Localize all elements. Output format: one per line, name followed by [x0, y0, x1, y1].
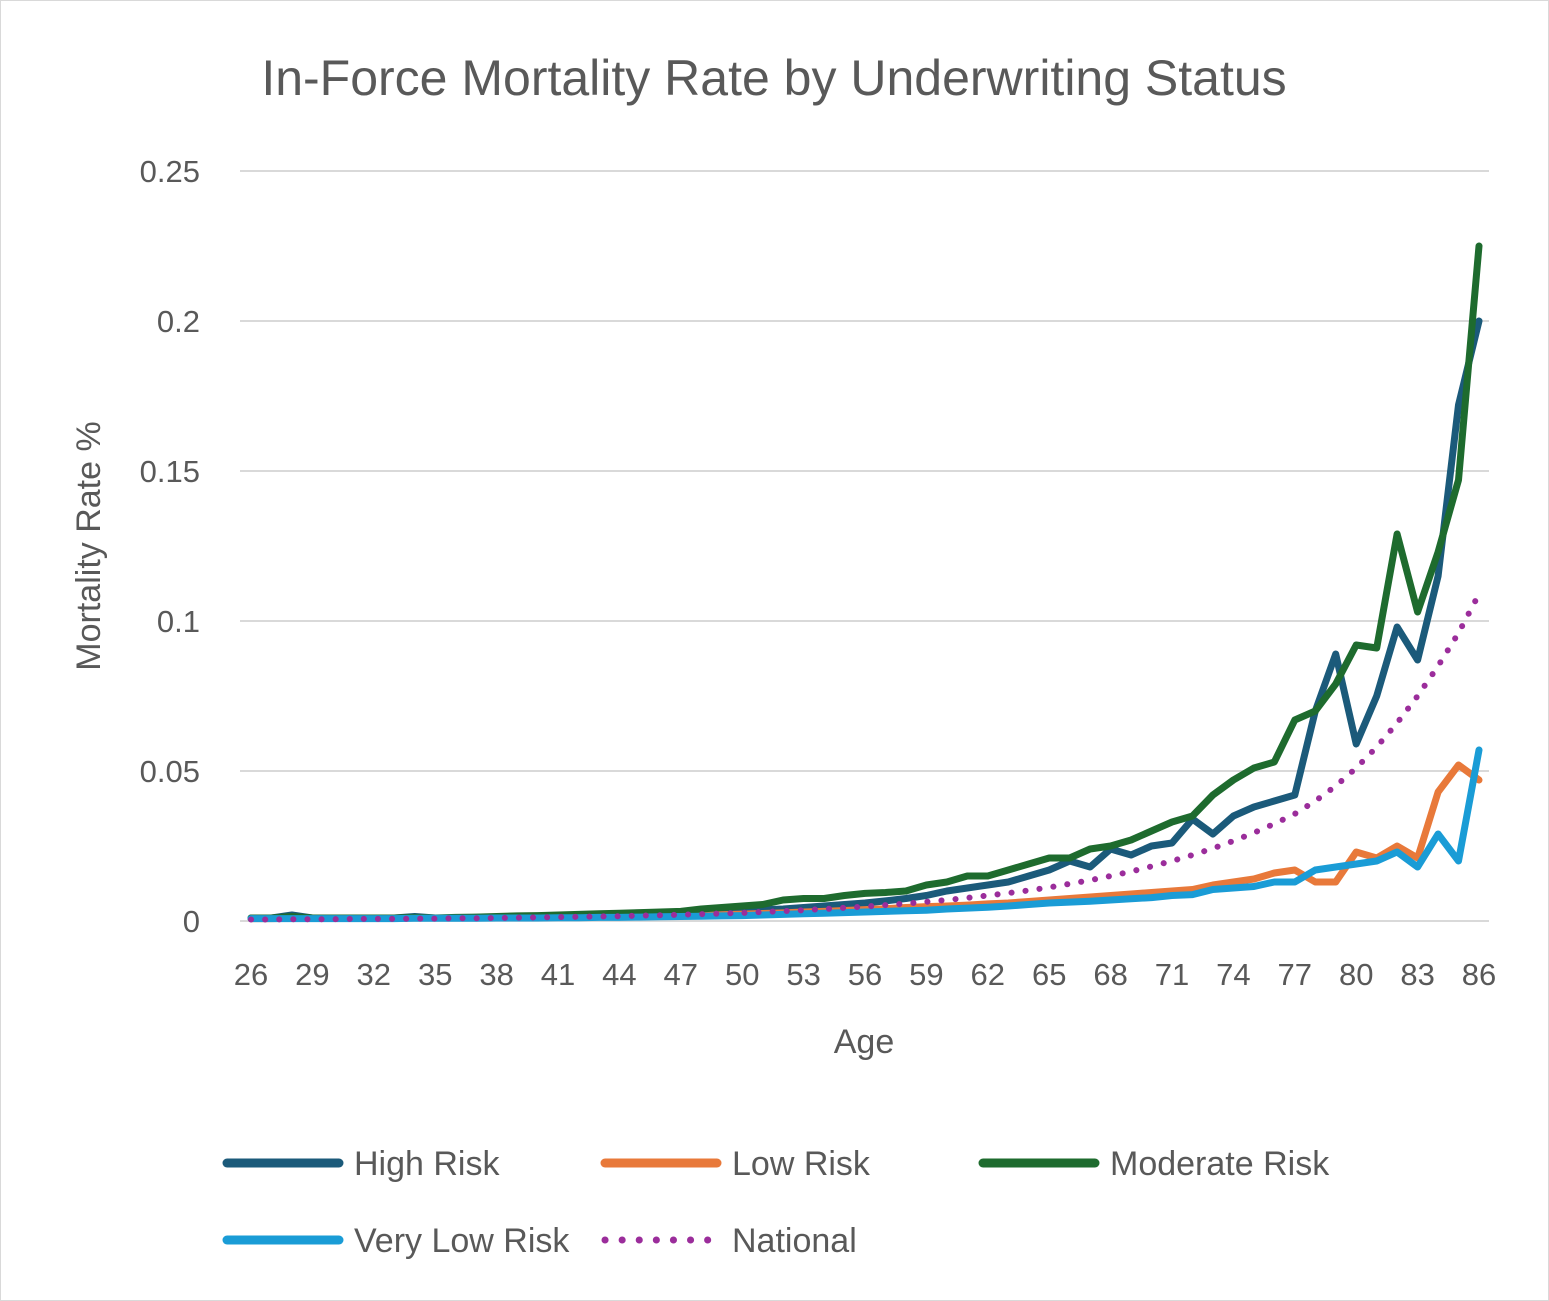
x-tick-label: 74	[1216, 957, 1250, 992]
x-tick-label: 41	[541, 957, 575, 992]
y-tick-label: 0.2	[157, 304, 200, 339]
x-axis-ticks: 26 29 32 35 38 41 44 47 50 53 56 59 62 65 68 71 74 77 80 83…	[234, 957, 1496, 992]
legend: High Risk Low Risk Moderate Risk Very Low R…	[222, 1145, 1330, 1260]
legend-item-moderate-risk: Moderate Risk	[978, 1145, 1330, 1183]
x-tick-label: 56	[848, 957, 882, 992]
legend-item-high-risk: High Risk	[222, 1145, 500, 1183]
x-tick-label: 44	[602, 957, 636, 992]
x-tick-label: 65	[1032, 957, 1066, 992]
legend-label: Moderate Risk	[1110, 1145, 1330, 1183]
x-tick-label: 50	[725, 957, 759, 992]
y-axis-title: Mortality Rate %	[70, 421, 108, 670]
gridlines	[240, 170, 1489, 922]
series-line-high-risk	[247, 317, 1483, 922]
x-tick-label: 59	[909, 957, 943, 992]
x-tick-label: 53	[786, 957, 820, 992]
x-tick-label: 83	[1400, 957, 1434, 992]
x-tick-label: 86	[1462, 957, 1496, 992]
x-tick-label: 38	[479, 957, 513, 992]
legend-label: National	[732, 1222, 857, 1260]
x-tick-label: 77	[1278, 957, 1312, 992]
legend-item-national: National	[601, 1222, 857, 1260]
x-tick-label: 47	[664, 957, 698, 992]
x-tick-label: 35	[418, 957, 452, 992]
x-tick-label: 62	[971, 957, 1005, 992]
x-tick-label: 68	[1093, 957, 1127, 992]
y-tick-label: 0.1	[157, 604, 200, 639]
y-tick-label: 0	[183, 904, 200, 939]
x-tick-label: 32	[357, 957, 391, 992]
legend-item-very-low-risk: Very Low Risk	[222, 1222, 570, 1260]
x-tick-label: 26	[234, 957, 268, 992]
x-tick-label: 80	[1339, 957, 1373, 992]
series-lines	[247, 242, 1483, 923]
x-tick-label: 71	[1155, 957, 1189, 992]
series-line-very-low-risk	[247, 746, 1483, 923]
legend-label: Very Low Risk	[354, 1222, 570, 1260]
x-tick-label: 29	[295, 957, 329, 992]
y-tick-label: 0.25	[140, 154, 200, 189]
legend-label: Low Risk	[732, 1145, 871, 1183]
y-axis-ticks: 0 0.05 0.1 0.15 0.2 0.25	[140, 154, 200, 939]
chart-title: In-Force Mortality Rate by Underwriting …	[261, 50, 1286, 106]
y-tick-label: 0.05	[140, 754, 200, 789]
legend-item-low-risk: Low Risk	[600, 1145, 871, 1183]
series-line-moderate-risk	[247, 242, 1483, 922]
legend-label: High Risk	[354, 1145, 500, 1183]
y-tick-label: 0.15	[140, 454, 200, 489]
x-axis-title: Age	[834, 1023, 895, 1061]
